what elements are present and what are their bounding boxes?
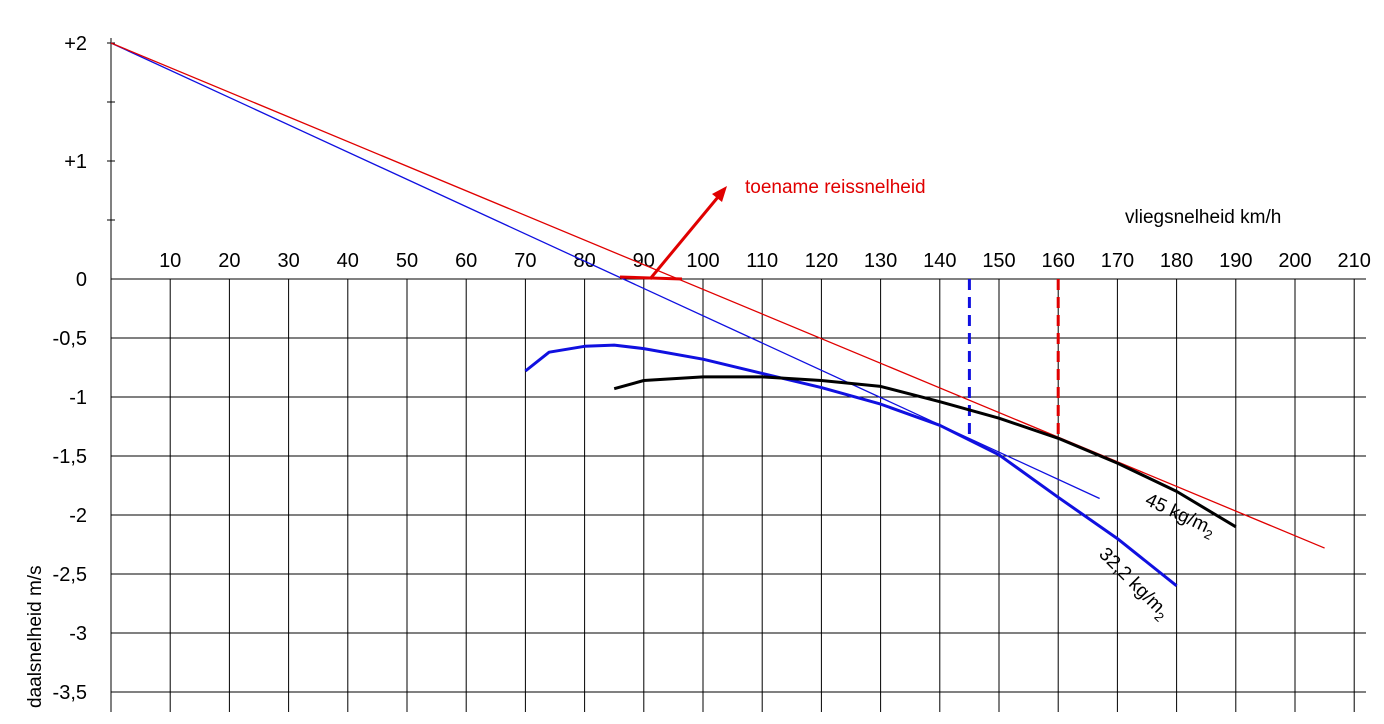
y-tick-label: -3,5	[53, 682, 87, 704]
y-tick-label: +2	[64, 33, 87, 55]
x-tick-label: 200	[1278, 250, 1311, 272]
y-tick-label: -1,5	[53, 446, 87, 468]
tangent-lines	[110, 42, 1325, 549]
arrowhead-icon	[712, 186, 727, 202]
y-tick-label: 0	[76, 269, 87, 291]
y-tick-label: -0,5	[53, 328, 87, 350]
tangent-line-1	[110, 42, 1325, 549]
x-tick-label: 100	[686, 250, 719, 272]
speed-markers	[967, 279, 1060, 439]
x-tick-label: 210	[1338, 250, 1371, 272]
annotation-arrow	[648, 190, 725, 280]
y-axis-title: daalsnelheid m/s	[25, 565, 46, 708]
x-tick-label: 10	[159, 250, 181, 272]
annotation-text: toename reissnelheid	[745, 177, 926, 198]
y-tick-label: +1	[64, 151, 87, 173]
x-tick-label: 50	[396, 250, 418, 272]
x-tick-label: 140	[923, 250, 956, 272]
x-tick-label: 150	[982, 250, 1015, 272]
series-label-45: 45 kg/m2	[1141, 489, 1219, 542]
tick-labels: 1020304050607080901001101201301401501601…	[53, 33, 1371, 704]
series-line-1	[613, 375, 1237, 529]
x-tick-label: 40	[337, 250, 359, 272]
annotation-increase: toename reissnelheid	[619, 177, 926, 281]
x-tick-label: 120	[805, 250, 838, 272]
x-tick-label: 60	[455, 250, 477, 272]
axes	[107, 38, 1366, 712]
x-tick-label: 70	[514, 250, 536, 272]
y-tick-label: -3	[69, 623, 87, 645]
x-tick-label: 110	[746, 250, 778, 272]
polar-curves	[524, 343, 1237, 587]
y-tick-label: -2	[69, 505, 87, 527]
x-tick-label: 20	[218, 250, 240, 272]
x-tick-label: 170	[1101, 250, 1134, 272]
x-tick-label: 190	[1219, 250, 1252, 272]
y-tick-label: -1	[69, 387, 87, 409]
x-tick-label: 130	[864, 250, 897, 272]
series-label-32-2: 32,2 kg/m2	[1092, 544, 1173, 625]
grid	[111, 279, 1366, 712]
y-tick-label: -2,5	[53, 564, 87, 586]
x-tick-label: 180	[1160, 250, 1193, 272]
x-axis-title: vliegsnelheid km/h	[1125, 207, 1281, 228]
x-tick-label: 160	[1042, 250, 1075, 272]
series-line-0	[524, 343, 1178, 587]
x-tick-label: 30	[277, 250, 299, 272]
